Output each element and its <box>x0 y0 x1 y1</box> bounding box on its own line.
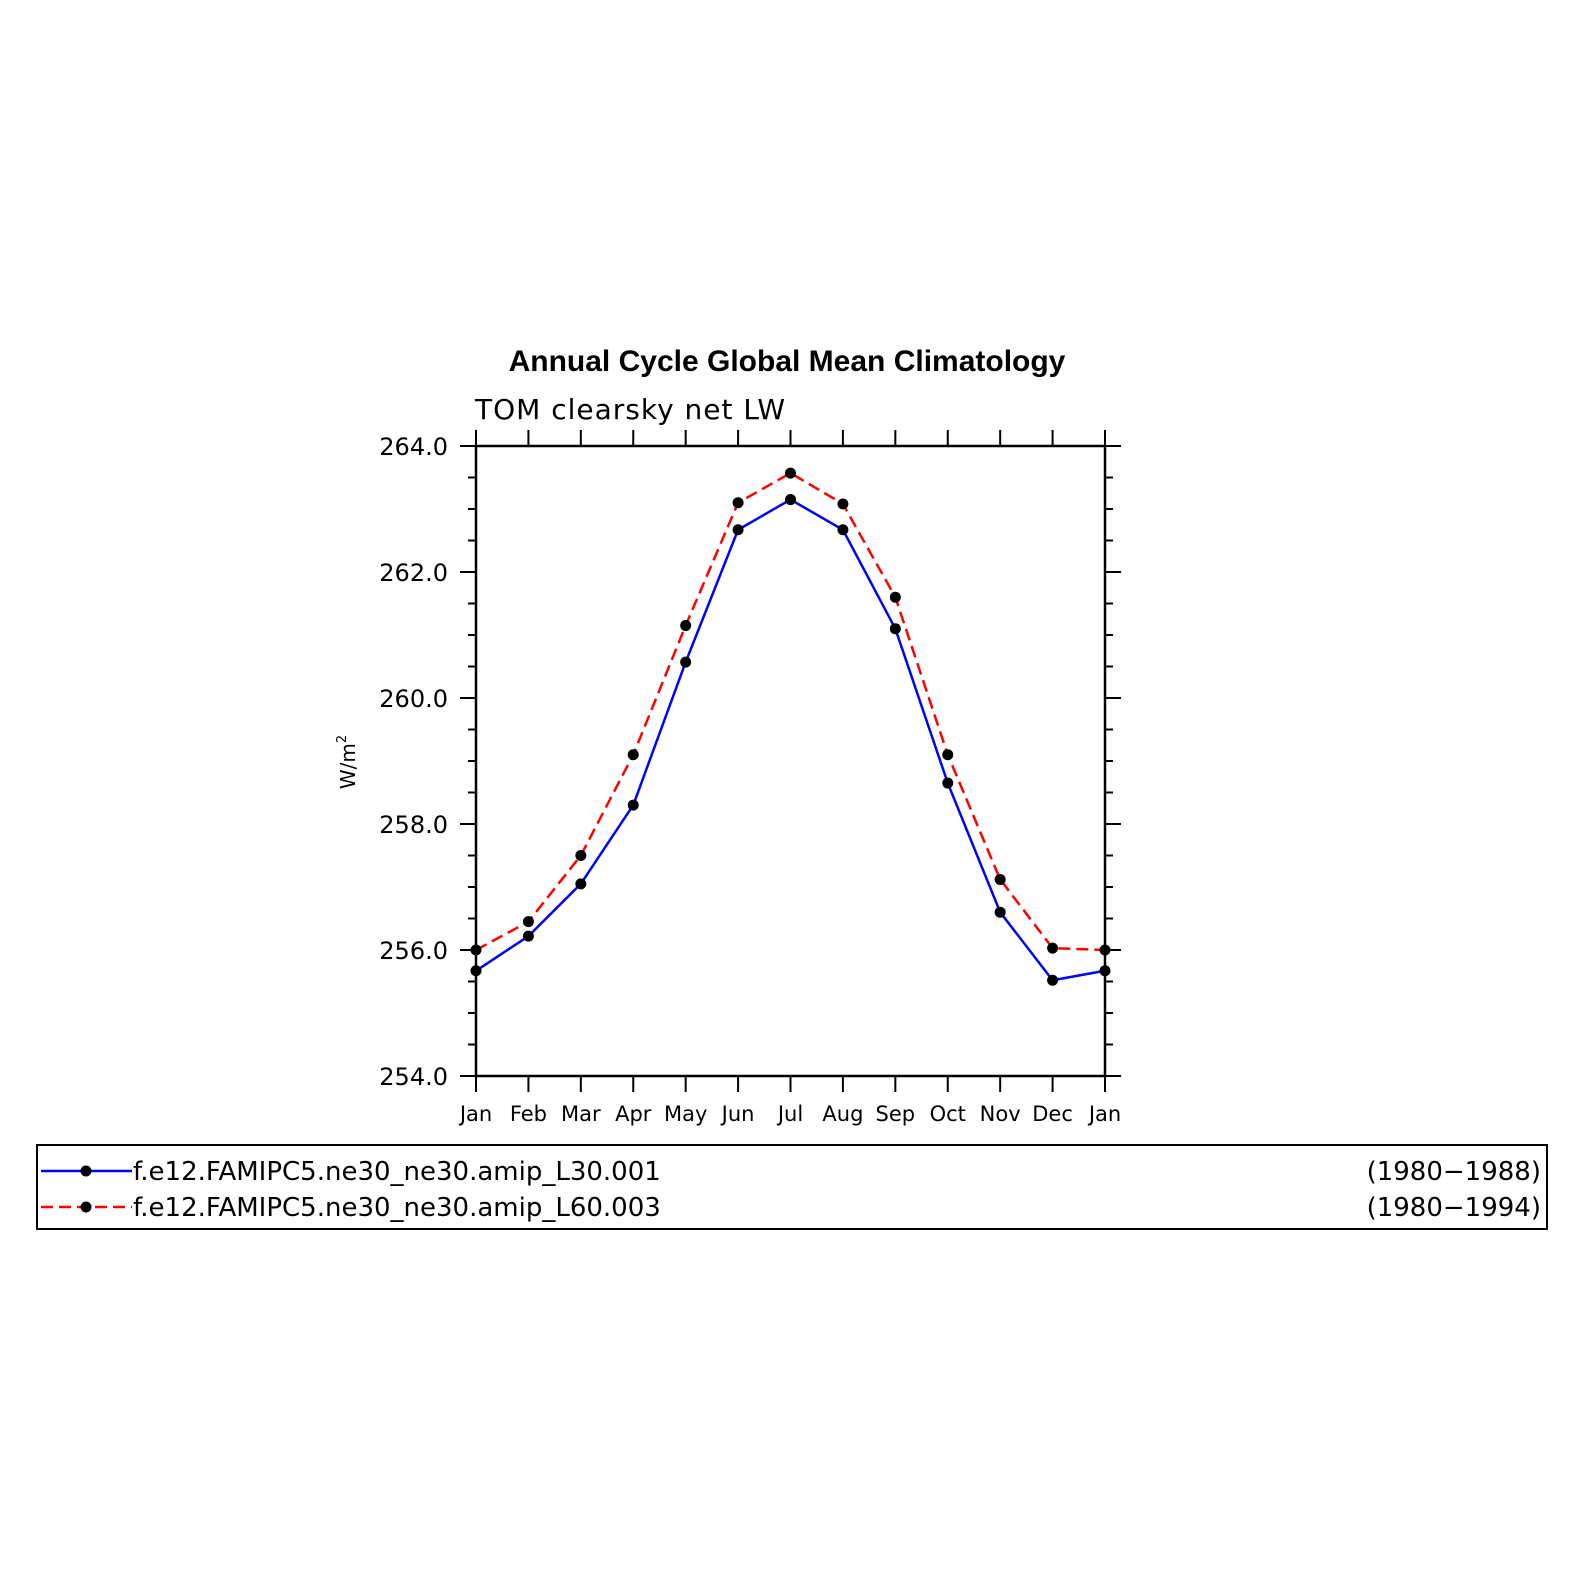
series-1-marker <box>1099 965 1111 977</box>
y-tick-label: 260.0 <box>379 685 448 713</box>
series-layer <box>470 467 1111 986</box>
x-axis: Jan Feb Mar Apr May Jun Jul Aug Sep Oct Nov Dec Jan <box>458 430 1121 1126</box>
legend-label-1: f.e12.FAMIPC5.ne30_ne30.amip_L30.001 <box>133 1157 661 1187</box>
x-tick-label: Sep <box>876 1102 916 1126</box>
y-axis-label-superscript: 2 <box>335 735 350 743</box>
x-tick-label: Aug <box>822 1102 863 1126</box>
x-tick-label: Jan <box>458 1102 492 1126</box>
series-1-marker <box>994 906 1006 918</box>
series-1-marker <box>627 799 639 811</box>
series-line-1 <box>475 498 1106 982</box>
x-tick-label: Jun <box>720 1102 755 1126</box>
series-1-marker <box>785 494 796 506</box>
chart-subtitle: TOM clearsky net LW <box>474 393 786 426</box>
series-1-marker <box>575 878 587 890</box>
series-2-marker <box>994 873 1006 885</box>
series-1-marker <box>680 656 692 668</box>
series-2-marker <box>1047 942 1059 954</box>
y-axis: 254.0 256.0 258.0 260.0 262.0 264.0 <box>379 433 1121 1091</box>
y-tick-label: 258.0 <box>379 811 448 839</box>
x-tick-label: Nov <box>980 1102 1021 1126</box>
x-tick-label: Jul <box>776 1102 803 1126</box>
legend-label-2: f.e12.FAMIPC5.ne30_ne30.amip_L60.003 <box>133 1193 661 1223</box>
legend-period-1: (1980−1988) <box>1367 1157 1541 1187</box>
chart-title: Annual Cycle Global Mean Climatology <box>509 345 1066 378</box>
y-tick-label: 256.0 <box>379 937 448 965</box>
series-2-marker <box>470 944 482 956</box>
x-tick-label: May <box>664 1102 707 1126</box>
plot-frame <box>474 444 1107 1078</box>
series-2-marker <box>522 916 534 928</box>
series-2-marker <box>627 749 639 761</box>
x-tick-label: Apr <box>615 1102 652 1126</box>
series-1-marker <box>522 930 534 942</box>
series-1-marker <box>837 524 849 536</box>
x-tick-label: Dec <box>1032 1102 1073 1126</box>
legend-period-2: (1980−1994) <box>1367 1193 1541 1223</box>
y-axis-label-text: W/m <box>336 743 360 789</box>
legend-marker-2 <box>80 1201 92 1213</box>
y-tick-label: 264.0 <box>379 433 448 461</box>
series-2-marker <box>837 498 849 510</box>
series-2-marker <box>732 497 744 509</box>
series-1-marker <box>470 965 482 977</box>
legend-marker-1 <box>80 1165 92 1177</box>
series-2-marker <box>680 620 692 632</box>
series-1-marker <box>732 524 744 536</box>
series-line-2 <box>475 471 1106 952</box>
series-2-marker <box>942 749 954 761</box>
series-1-marker <box>942 777 954 789</box>
series-1-marker <box>889 623 901 635</box>
legend: f.e12.FAMIPC5.ne30_ne30.amip_L30.001 (198… <box>36 1144 1548 1230</box>
y-tick-label: 254.0 <box>379 1063 448 1091</box>
x-tick-label: Jan <box>1087 1102 1121 1126</box>
series-2-marker <box>575 850 587 861</box>
series-1-marker <box>1047 974 1059 986</box>
svg-text:W/m2: W/m2 <box>335 735 360 789</box>
series-2-marker <box>785 467 796 479</box>
legend-box <box>36 1144 1548 1230</box>
plot-area-border <box>474 444 1107 1078</box>
y-axis-label: W/m2 <box>335 735 360 789</box>
x-tick-label: Feb <box>510 1102 547 1126</box>
series-2-marker <box>889 591 901 603</box>
x-tick-label: Mar <box>561 1102 601 1126</box>
x-tick-label: Oct <box>930 1102 966 1126</box>
series-2-marker <box>1099 944 1111 956</box>
y-tick-label: 262.0 <box>379 559 448 587</box>
